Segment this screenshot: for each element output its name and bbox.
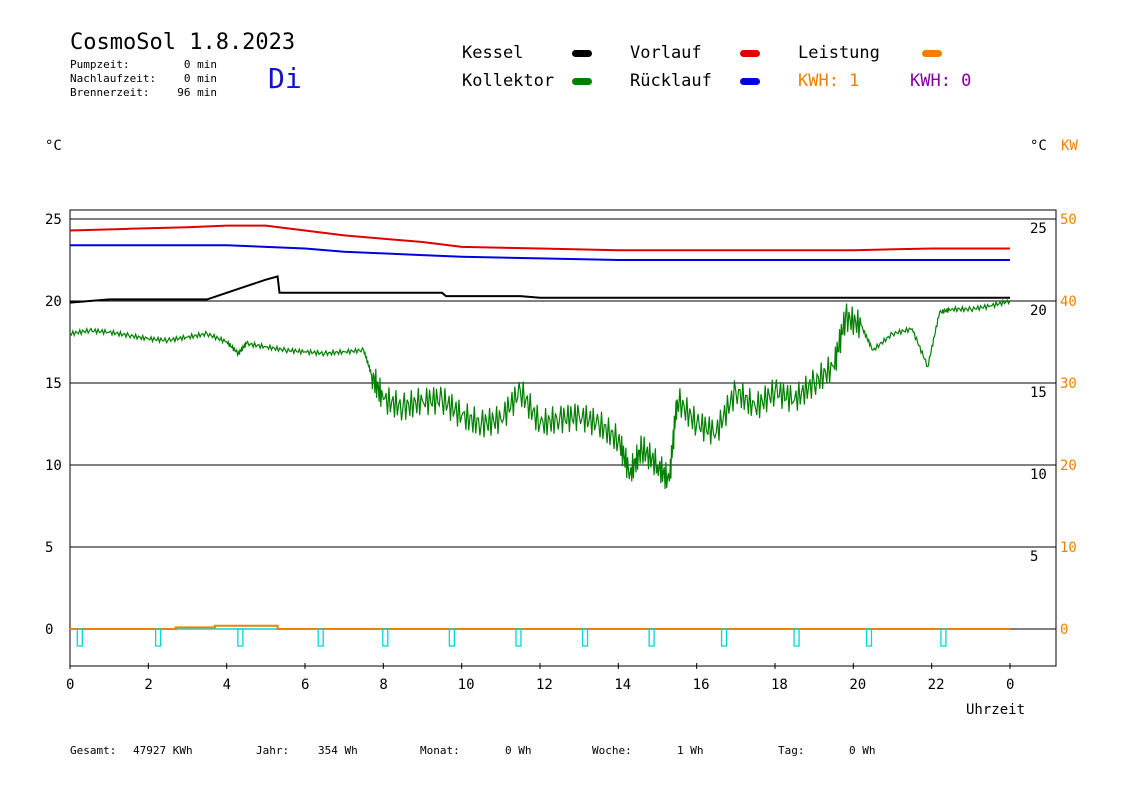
legend-leistung-label: Leistung [798,43,880,63]
y-right-tick-label: 5 [1030,549,1038,565]
stat-label-pumpzeit: Pumpzeit: [70,58,130,71]
x-axis-label: Uhrzeit [966,702,1026,718]
x-tick-label: 18 [771,677,788,693]
app-title: CosmoSol 1.8.2023 [70,30,296,55]
y-left-tick-label: 15 [45,376,62,392]
legend-ruecklauf-label: Rücklauf [630,71,712,91]
series-line-vorlauf [69,224,1010,252]
legend-leistung-swatch [922,50,942,57]
pump-pulse-mark [515,628,522,647]
footer-tag-value: 0 Wh [849,744,876,757]
x-tick-label: 12 [536,677,553,693]
stat-label-brennerzeit: Brennerzeit: [70,86,150,99]
x-tick-label: 6 [301,677,309,693]
y-right-tick-label: 25 [1030,221,1047,237]
y-right-tick-label: 15 [1030,385,1047,401]
series-line-rücklauf [70,244,1010,261]
pump-pulse-mark [940,628,947,647]
y-right-kw-tick-label: 10 [1060,540,1077,556]
y-left-tick-label: 20 [45,294,62,310]
footer-gesamt-value: 47927 KWh [133,744,193,757]
legend-kollektor-swatch [572,78,592,85]
series-line-kessel [69,275,1010,304]
stat-label-nachlaufzeit: Nachlaufzeit: [70,72,157,85]
y-right-kw-tick-label: 30 [1060,376,1077,392]
y-right-tick-label: 10 [1030,467,1047,483]
x-tick-label: 0 [66,677,74,693]
x-tick-label: 4 [223,677,231,693]
y-right-unit: °C [1030,138,1047,154]
footer-tag-label: Tag: [778,744,805,757]
y-left-tick-label: 5 [45,540,53,556]
x-tick-label: 16 [693,677,710,693]
pump-pulse-mark [317,628,324,647]
legend-ruecklauf-swatch [740,78,760,85]
y-left-unit: °C [45,138,62,154]
footer-monat-label: Monat: [420,744,460,757]
y-right-kw-unit: KW [1061,138,1078,154]
x-tick-label: 20 [849,677,866,693]
legend-kollektor-label: Kollektor [462,71,555,91]
weekday-label: Di [268,62,302,95]
y-right-kw-tick-label: 40 [1060,294,1077,310]
x-tick-label: 8 [379,677,387,693]
stat-value-brennerzeit: 96 min [177,86,217,99]
y-right-kw-tick-label: 0 [1060,622,1068,638]
footer-jahr-label: Jahr: [256,744,290,757]
y-left-tick-label: 0 [45,622,53,638]
pump-pulse-mark [382,628,389,647]
footer-woche-value: 1 Wh [677,744,704,757]
y-left-tick-label: 10 [45,458,62,474]
pump-pulse-mark [448,628,456,647]
x-tick-label: 22 [928,677,945,693]
pump-pulse-mark [793,628,800,647]
series-line-kollektor [69,298,1011,490]
series-line-leistung [70,624,1010,630]
pump-pulse-mark [648,628,655,647]
pump-pulse-mark [154,628,162,647]
legend-kwh-1: KWH: 1 [798,71,860,91]
x-tick-label: 0 [1006,677,1014,693]
footer-gesamt-label: Gesamt: [70,744,117,757]
stat-value-pumpzeit: 0 min [183,58,217,71]
legend-kessel-label: Kessel [462,43,524,63]
pump-pulse-mark [237,628,244,647]
x-tick-label: 10 [458,677,475,693]
y-left-tick-label: 25 [45,212,62,228]
legend-vorlauf-swatch [740,50,760,57]
legend-kwh-2: KWH: 0 [910,71,972,91]
x-tick-label: 2 [144,677,152,693]
x-tick-label: 14 [614,677,631,693]
plot-frame [69,209,1057,667]
pump-pulse-mark [865,628,873,647]
footer-monat-value: 0 Wh [505,744,532,757]
pump-pulse-mark [720,628,728,647]
y-right-tick-label: 20 [1030,303,1047,319]
stat-value-nachlaufzeit: 0 min [183,72,217,85]
footer-jahr-value: 354 Wh [318,744,358,757]
legend-kessel-swatch [572,50,592,57]
pump-pulse-mark [76,628,83,647]
footer-woche-label: Woche: [592,744,632,757]
y-right-kw-tick-label: 20 [1060,458,1077,474]
pump-pulse-mark [581,628,589,647]
legend-vorlauf-label: Vorlauf [630,43,702,63]
y-right-kw-tick-label: 50 [1060,212,1077,228]
